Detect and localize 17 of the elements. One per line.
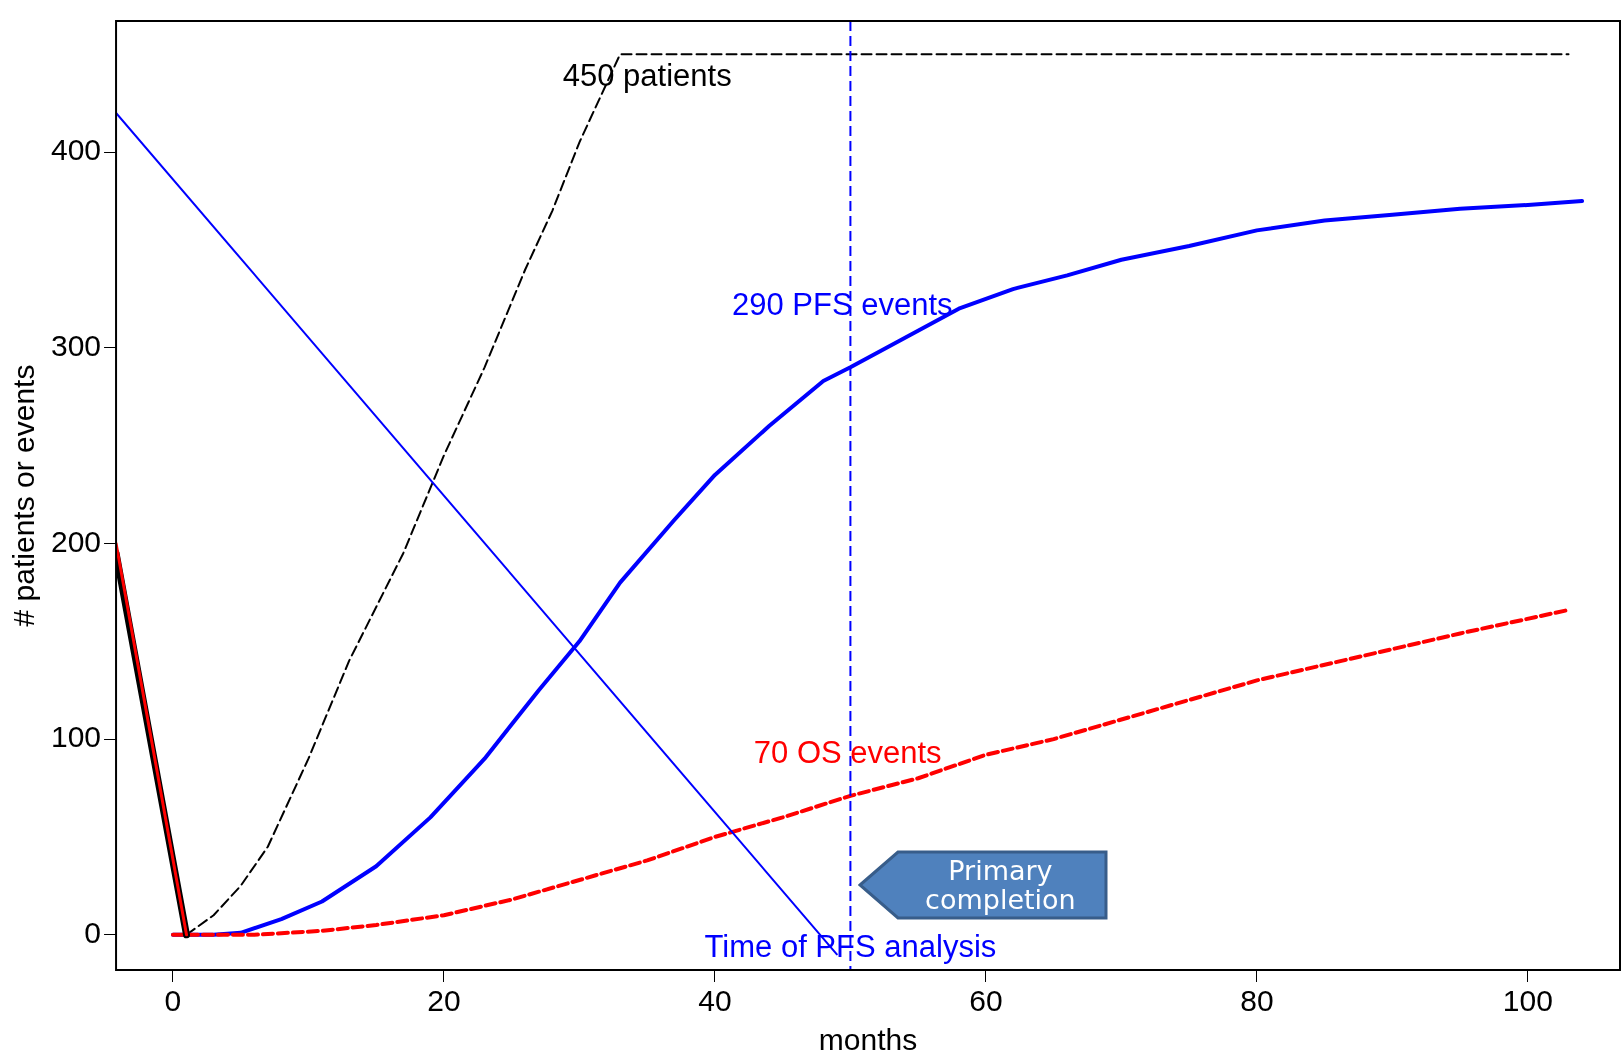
x-tick-label: 60 bbox=[969, 984, 1003, 1018]
y-tick-label: 100 bbox=[50, 720, 102, 754]
x-tick-label: 20 bbox=[427, 984, 461, 1018]
annotation: 70 OS events bbox=[753, 735, 942, 771]
y-tick-label: 300 bbox=[50, 329, 102, 363]
annotation: Primary completion bbox=[924, 854, 1077, 917]
y-tick-label: 0 bbox=[84, 916, 102, 950]
annotation: 290 PFS events bbox=[731, 287, 953, 323]
y-axis-title: # patients or events bbox=[7, 364, 41, 627]
x-tick-label: 0 bbox=[164, 984, 182, 1018]
y-tick-label: 400 bbox=[50, 133, 102, 167]
x-tick-label: 40 bbox=[698, 984, 732, 1018]
x-tick-label: 100 bbox=[1502, 984, 1553, 1018]
x-axis-title: months bbox=[818, 1023, 918, 1057]
annotation: 450 patients bbox=[562, 58, 732, 94]
x-tick-label: 80 bbox=[1240, 984, 1274, 1018]
y-tick-label: 200 bbox=[50, 524, 102, 558]
